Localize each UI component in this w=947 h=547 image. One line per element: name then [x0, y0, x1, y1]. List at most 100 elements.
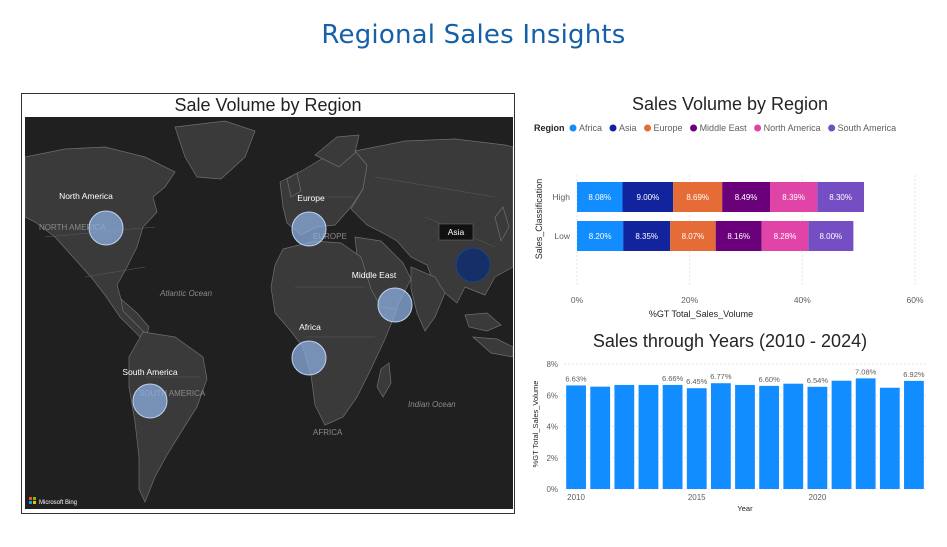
y-axis-title: Sales_Classification [534, 179, 544, 260]
map-title: Sale Volume by Region [174, 95, 362, 115]
base-label-africa: AFRICA [313, 428, 343, 437]
data-label-year-2014: 6.66% [662, 374, 684, 383]
y-tick-label: 2% [546, 454, 558, 463]
x-axis-title: %GT Total_Sales_Volume [649, 309, 753, 319]
bar-high-europe[interactable] [673, 182, 723, 212]
bubble-south-america[interactable] [132, 383, 168, 419]
y-tick-label: 8% [546, 360, 558, 369]
bar-year-2012[interactable] [614, 384, 635, 489]
x-tick-label: 40% [794, 295, 811, 305]
bar-year-2020[interactable] [807, 386, 828, 489]
bar-year-2016[interactable] [710, 383, 731, 489]
bar-year-2021[interactable] [831, 380, 852, 489]
bar-year-2017[interactable] [735, 384, 755, 489]
bubble-label-africa: Africa [299, 322, 321, 332]
data-label-high-africa: 8.08% [588, 193, 611, 202]
bar-low-north-america[interactable] [761, 221, 809, 251]
x-tick-label-2020: 2020 [809, 493, 827, 502]
bar-year-2013[interactable] [638, 384, 659, 489]
base-label-south-america: SOUTH AMERICA [139, 389, 206, 398]
data-label-year-2018: 6.60% [758, 375, 780, 384]
data-label-low-middle-east: 8.16% [727, 232, 750, 241]
bar-high-africa[interactable] [577, 182, 623, 212]
data-label-year-2024: 6.92% [903, 370, 925, 379]
bubble-label-north-america: North America [59, 191, 113, 201]
base-label-europe: EUROPE [313, 232, 347, 241]
bar-year-2018[interactable] [759, 385, 780, 489]
bing-label: Microsoft Bing [39, 500, 77, 506]
data-label-year-2020: 6.54% [807, 376, 829, 385]
legend-marker-south-america [828, 124, 836, 132]
data-label-year-2016: 6.77% [710, 372, 732, 381]
data-label-year-2010: 6.63% [565, 374, 587, 383]
bar-year-2019[interactable] [783, 383, 804, 489]
bar-year-2015[interactable] [686, 388, 707, 489]
bar-low-asia[interactable] [623, 221, 671, 251]
years-chart-title: Sales through Years (2010 - 2024) [592, 331, 868, 351]
bar-low-south-america[interactable] [808, 221, 854, 251]
x-tick-label: 20% [681, 295, 698, 305]
bar-year-2024[interactable] [904, 380, 924, 489]
bar-low-middle-east[interactable] [715, 221, 762, 251]
bar-low-europe[interactable] [670, 221, 716, 251]
y-tick-label: 4% [546, 423, 558, 432]
y-tick-label: 0% [546, 485, 558, 494]
bar-year-2022[interactable] [855, 378, 876, 489]
bubble-europe[interactable] [291, 211, 327, 247]
y-tick-label-high: High [553, 192, 571, 202]
data-label-high-north-america: 8.39% [782, 193, 805, 202]
legend-item-asia[interactable]: Asia [619, 123, 637, 133]
data-label-high-europe: 8.69% [686, 193, 709, 202]
years-column-chart[interactable]: %GT Total_Sales_Volume 0% 2% 4% 6% 8% 6.63% 6.6… [530, 352, 940, 520]
bing-logo: Microsoft Bing [29, 497, 77, 506]
base-label-north-america: NORTH AMERICA [39, 223, 106, 232]
y-tick-label: 6% [546, 391, 558, 400]
bar-high-north-america[interactable] [769, 182, 818, 212]
data-label-year-2015: 6.45% [686, 377, 708, 386]
x-tick-label: 60% [906, 295, 923, 305]
legend-marker-north-america [754, 124, 762, 132]
x-axis-title: Year [737, 504, 753, 513]
bubble-north-america[interactable] [88, 210, 124, 246]
data-label-low-asia: 8.35% [635, 232, 658, 241]
bar-high-south-america[interactable] [817, 182, 865, 212]
base-label-atlantic: Atlantic Ocean [159, 289, 213, 298]
y-tick-label-low: Low [554, 231, 570, 241]
bar-low-africa[interactable] [577, 221, 624, 251]
legend-item-north-america[interactable]: North America [764, 123, 821, 133]
bar-year-2023[interactable] [879, 387, 900, 489]
legend-marker-africa [569, 124, 577, 132]
bubble-label-middle-east: Middle East [352, 270, 397, 280]
page-title: Regional Sales Insights [321, 20, 626, 50]
legend-title: Region [534, 123, 565, 133]
bar-year-2014[interactable] [662, 384, 683, 489]
bar-year-2010[interactable] [566, 385, 586, 489]
y-axis-title: %GT Total_Sales_Volume [531, 381, 540, 468]
bar-year-2011[interactable] [590, 386, 611, 489]
map-visual[interactable]: Sale Volume by Region [21, 93, 515, 514]
data-label-low-north-america: 8.28% [774, 232, 797, 241]
bar-high-middle-east[interactable] [722, 182, 770, 212]
base-label-indian: Indian Ocean [408, 400, 456, 409]
bubble-africa[interactable] [291, 340, 327, 376]
x-tick-label: 0% [571, 295, 584, 305]
legend-marker-middle-east [690, 124, 698, 132]
bubble-middle-east[interactable] [377, 287, 413, 323]
legend-item-middle-east[interactable]: Middle East [700, 123, 748, 133]
bubble-label-europe: Europe [297, 193, 325, 203]
bar-high-asia[interactable] [622, 182, 674, 212]
data-label-high-south-america: 8.30% [829, 193, 852, 202]
x-tick-label-2015: 2015 [688, 493, 706, 502]
data-label-low-south-america: 8.00% [819, 232, 842, 241]
stacked-bar-chart[interactable]: Region Africa Asia Europe Middle East North A… [530, 115, 940, 325]
legend-item-africa[interactable]: Africa [579, 123, 602, 133]
legend-item-europe[interactable]: Europe [654, 123, 683, 133]
legend-item-south-america[interactable]: South America [838, 123, 897, 133]
data-label-high-middle-east: 8.49% [735, 193, 758, 202]
stacked-chart-title: Sales Volume by Region [631, 94, 829, 114]
legend-marker-europe [644, 124, 652, 132]
bubble-label-asia: Asia [448, 227, 465, 237]
map-canvas[interactable]: NORTH AMERICA SOUTH AMERICA EUROPE AFRIC… [25, 117, 513, 509]
data-label-year-2022: 7.08% [855, 367, 877, 376]
bubble-asia[interactable] [455, 247, 491, 283]
